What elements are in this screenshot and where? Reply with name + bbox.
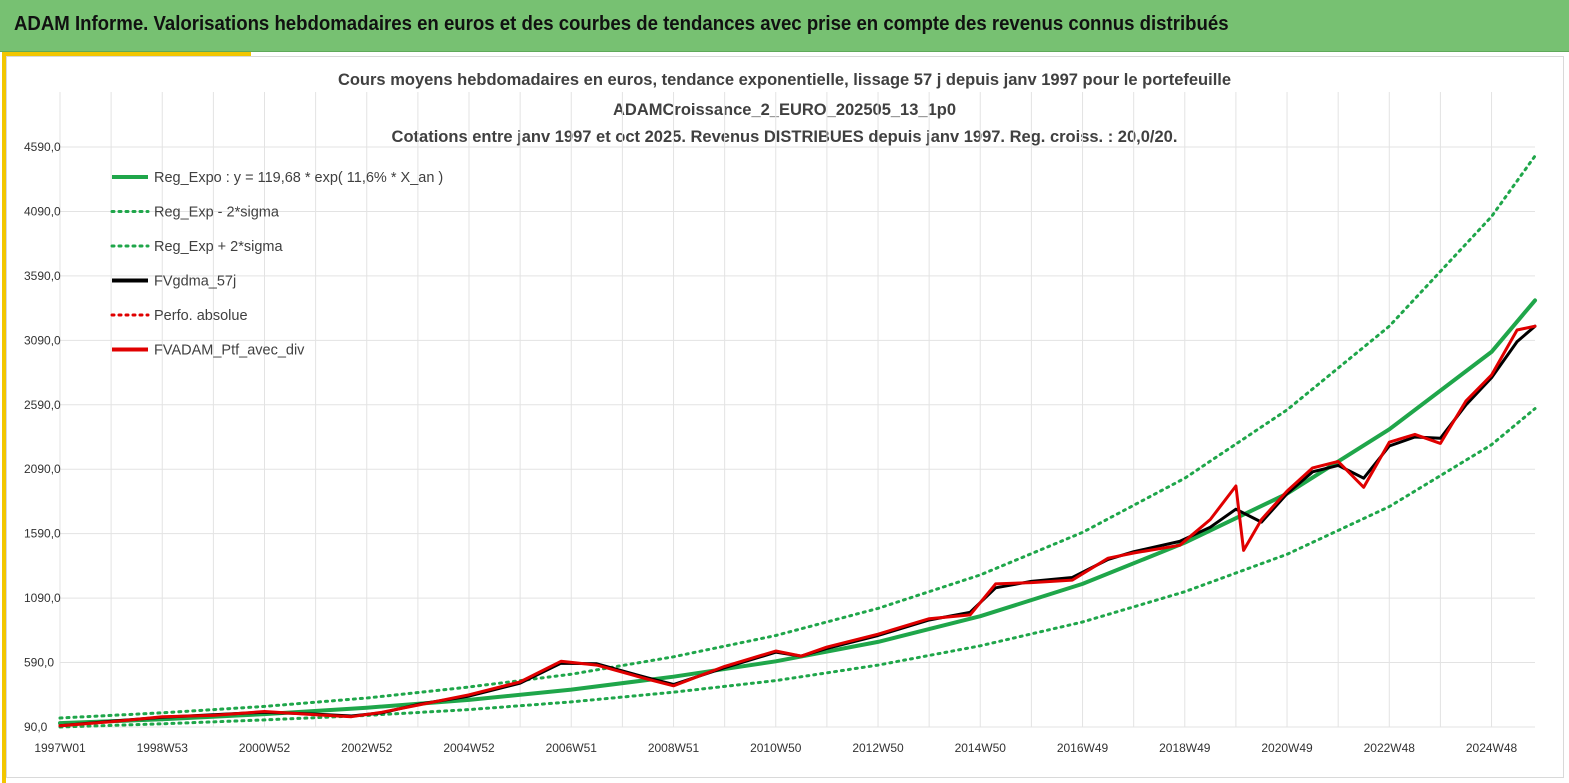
- legend-label: Reg_Expo : y = 119,68 * exp( 11,6% * X_a…: [154, 170, 443, 186]
- legend-label: Reg_Exp - 2*sigma: [154, 205, 280, 221]
- x-tick-label: 1998W53: [137, 741, 189, 755]
- legend-label: Perfo. absolue: [154, 308, 248, 324]
- chart-title-line-1: Cours moyens hebdomadaires en euros, ten…: [337, 71, 1232, 89]
- x-tick-label: 2020W49: [1261, 741, 1313, 755]
- chart-legend: Reg_Expo : y = 119,68 * exp( 11,6% * X_a…: [110, 170, 443, 359]
- smoothed-line: [58, 324, 1537, 728]
- y-tick-label: 3590,0: [24, 269, 61, 283]
- trend-line: [58, 298, 1537, 726]
- x-tick-label: 2004W52: [443, 741, 495, 755]
- x-tick-label: 2012W50: [852, 741, 904, 755]
- accent-bar-top: [6, 52, 251, 56]
- y-tick-label: 3090,0: [24, 333, 61, 347]
- y-tick-label: 4090,0: [24, 204, 61, 218]
- x-tick-label: 2006W51: [546, 741, 598, 755]
- portfolio-line: [58, 324, 1537, 728]
- x-tick-label: 2010W50: [750, 741, 802, 755]
- x-tick-label: 2016W49: [1057, 741, 1109, 755]
- legend-label: Reg_Exp + 2*sigma: [154, 239, 283, 255]
- header-banner: ADAM Informe. Valorisations hebdomadaire…: [0, 0, 1569, 52]
- upper-band-line: [58, 154, 1537, 720]
- accent-bar-left: [2, 52, 6, 783]
- chart-grid: [59, 92, 1535, 728]
- x-tick-label: 2022W48: [1364, 741, 1416, 755]
- x-tick-label: 2002W52: [341, 741, 393, 755]
- legend-label: FVgdma_57j: [154, 274, 236, 290]
- x-axis-ticks: 1997W01 1998W53 2000W52 2002W52 2004W52 2006W…: [34, 741, 1517, 755]
- chart-series: [58, 154, 1537, 729]
- y-axis-ticks: 90,0 590,0 1090,0 1590,0 2090,0 2590,0 3090,0 3…: [24, 140, 61, 734]
- y-tick-label: 1090,0: [24, 591, 61, 605]
- y-tick-label: 2090,0: [24, 462, 61, 476]
- x-tick-label: 2024W48: [1466, 741, 1518, 755]
- x-tick-label: 2000W52: [239, 741, 291, 755]
- y-tick-label: 90,0: [24, 720, 48, 734]
- legend-label: FVADAM_Ptf_avec_div: [154, 343, 305, 359]
- x-tick-label: 2014W50: [955, 741, 1007, 755]
- y-tick-label: 1590,0: [24, 527, 61, 541]
- chart-title-line-2: ADAMCroissance_2_EURO_202505_13_1p0: [612, 101, 957, 119]
- chart-frame: [6, 56, 1564, 778]
- banner-title: ADAM Informe. Valorisations hebdomadaire…: [14, 13, 1229, 35]
- y-tick-label: 2590,0: [24, 398, 61, 412]
- y-tick-label: 4590,0: [24, 140, 61, 154]
- lower-band-line: [58, 407, 1537, 729]
- chart-title-line-3: Cotations entre janv 1997 et oct 2025. R…: [391, 128, 1178, 146]
- x-tick-label: 1997W01: [34, 741, 86, 755]
- x-tick-label: 2018W49: [1159, 741, 1211, 755]
- x-tick-label: 2008W51: [648, 741, 700, 755]
- y-tick-label: 590,0: [24, 656, 54, 670]
